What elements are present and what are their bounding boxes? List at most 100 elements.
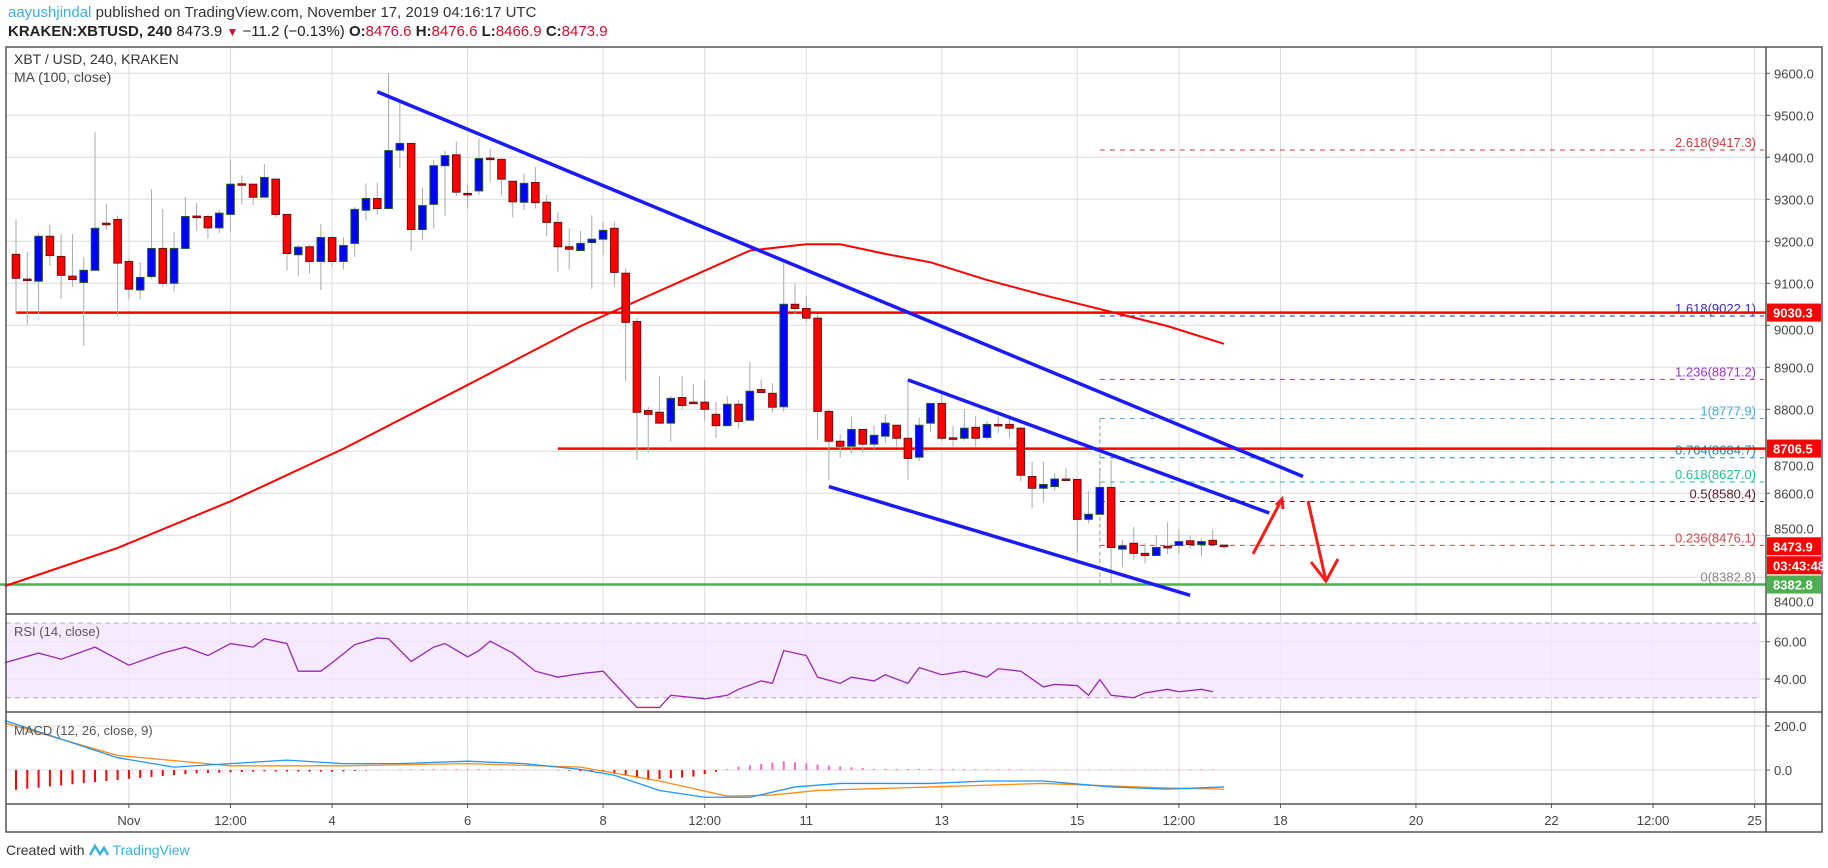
close-value: 8473.9 <box>561 23 608 40</box>
price-tag-bg <box>1767 575 1821 594</box>
time-tick-label: 6 <box>464 813 471 828</box>
candle-up <box>79 269 89 283</box>
candle-up <box>982 423 992 438</box>
price-tick-label: 9300.0 <box>1774 192 1814 207</box>
time-tick-label: 12:00 <box>1163 813 1196 828</box>
footer: Created with TradingView <box>6 842 190 858</box>
candle-up <box>1095 486 1105 515</box>
candle-down <box>835 440 845 447</box>
rsi-band-fill <box>6 623 1760 698</box>
candle-up <box>847 428 856 447</box>
legend-ma: MA (100, close) <box>14 69 111 85</box>
symbol-label: KRAKEN:XBTUSD, 240 <box>8 23 173 40</box>
created-with-text: Created with <box>6 842 85 858</box>
time-tick-label: 15 <box>1070 813 1084 828</box>
price-tick-label: 9000.0 <box>1774 322 1814 337</box>
trendlines[interactable] <box>376 90 1304 598</box>
rsi-tick-label: 60.00 <box>1774 635 1807 650</box>
candle-up <box>384 150 393 210</box>
candle-down <box>203 216 213 229</box>
horizontal-lines[interactable] <box>0 311 1766 586</box>
price-tag-bg <box>1767 303 1821 322</box>
candle-down <box>508 180 518 203</box>
price-tick-label: 9600.0 <box>1774 66 1814 81</box>
candle-up <box>1039 483 1048 489</box>
rsi-line <box>4 637 1213 709</box>
price-tag-label: 8382.8 <box>1773 578 1813 593</box>
time-tick-label: 12:00 <box>214 813 247 828</box>
candle-up <box>1050 478 1059 488</box>
macd-indicator <box>4 719 1225 798</box>
time-tick-label: 8 <box>599 813 606 828</box>
ma-100-line <box>4 243 1225 588</box>
macd-signal-line <box>4 722 1225 797</box>
fib-level-label: 1.236(8871.2) <box>1675 364 1756 379</box>
rsi-indicator <box>4 637 1213 709</box>
candle-up <box>745 390 755 421</box>
candle-down <box>892 424 901 439</box>
candle-up <box>779 303 789 408</box>
candle-up <box>1084 513 1093 520</box>
candle-down <box>948 437 958 440</box>
candle-down <box>824 410 834 442</box>
price-tag-bg <box>1767 556 1821 575</box>
open-value: 8476.6 <box>365 23 412 40</box>
fib-level-label: 0.5(8580.4) <box>1690 487 1757 502</box>
price-tick-label: 8400.0 <box>1774 594 1814 609</box>
arrow-down-icon <box>1306 500 1328 582</box>
candle-up <box>147 247 156 278</box>
chart-border <box>5 46 1823 833</box>
low-value: 8466.9 <box>495 23 542 40</box>
time-tick-label: 12:00 <box>688 813 721 828</box>
candle-up <box>519 182 529 203</box>
candle-down <box>1185 540 1195 546</box>
candle-up <box>666 397 676 424</box>
projection-arrows[interactable] <box>1251 495 1340 584</box>
candle-down <box>903 437 913 459</box>
price-tick-label: 8700.0 <box>1774 458 1814 473</box>
candle-up <box>576 242 585 252</box>
arrow-down-head-icon <box>1309 558 1340 584</box>
candle-down <box>542 201 551 223</box>
fib-level-label: 2.618(9417.3) <box>1675 135 1756 150</box>
candle-down <box>22 278 32 282</box>
candle-up <box>90 227 100 271</box>
candle-up <box>1151 546 1161 556</box>
price-tag-bg <box>1767 439 1821 458</box>
candle-down <box>1129 542 1139 554</box>
candle-down <box>1005 423 1014 429</box>
candle-down <box>971 426 980 439</box>
candle-down <box>993 423 1003 427</box>
close-label: C: <box>545 23 562 40</box>
candle-down <box>1208 539 1218 546</box>
candle-down <box>68 275 77 281</box>
time-tick-label: 18 <box>1273 813 1287 828</box>
candle-up <box>181 216 190 249</box>
fib-level-label: 0.236(8476.1) <box>1675 530 1756 545</box>
candle-down <box>1140 552 1150 556</box>
candle-down <box>643 410 653 415</box>
candle-down <box>756 389 766 393</box>
candle-down <box>463 192 472 196</box>
candle-up <box>914 424 924 458</box>
candle-up <box>881 422 890 437</box>
candle-down <box>1219 544 1229 548</box>
macd-tick-label: 0.0 <box>1774 763 1792 778</box>
candle-up <box>926 402 935 424</box>
price-change: −11.2 (−0.13%) <box>242 23 345 40</box>
candle-down <box>813 317 822 412</box>
candle-up <box>169 247 179 284</box>
author-link[interactable]: aayushjindal <box>8 4 92 21</box>
candle-down <box>553 221 563 248</box>
price-tag-bg <box>1767 537 1821 556</box>
candle-up <box>260 176 269 198</box>
candle-down <box>485 157 495 161</box>
tradingview-link[interactable]: TradingView <box>112 842 190 858</box>
candle-down <box>564 246 574 250</box>
price-tick-label: 9100.0 <box>1774 276 1814 291</box>
candle-down <box>790 303 800 309</box>
candle-up <box>1118 545 1127 550</box>
fibonacci-retracement[interactable]: 2.618(9417.3)1.618(9022.1)1.236(8871.2)1… <box>1099 135 1764 586</box>
candle-down <box>192 215 201 219</box>
